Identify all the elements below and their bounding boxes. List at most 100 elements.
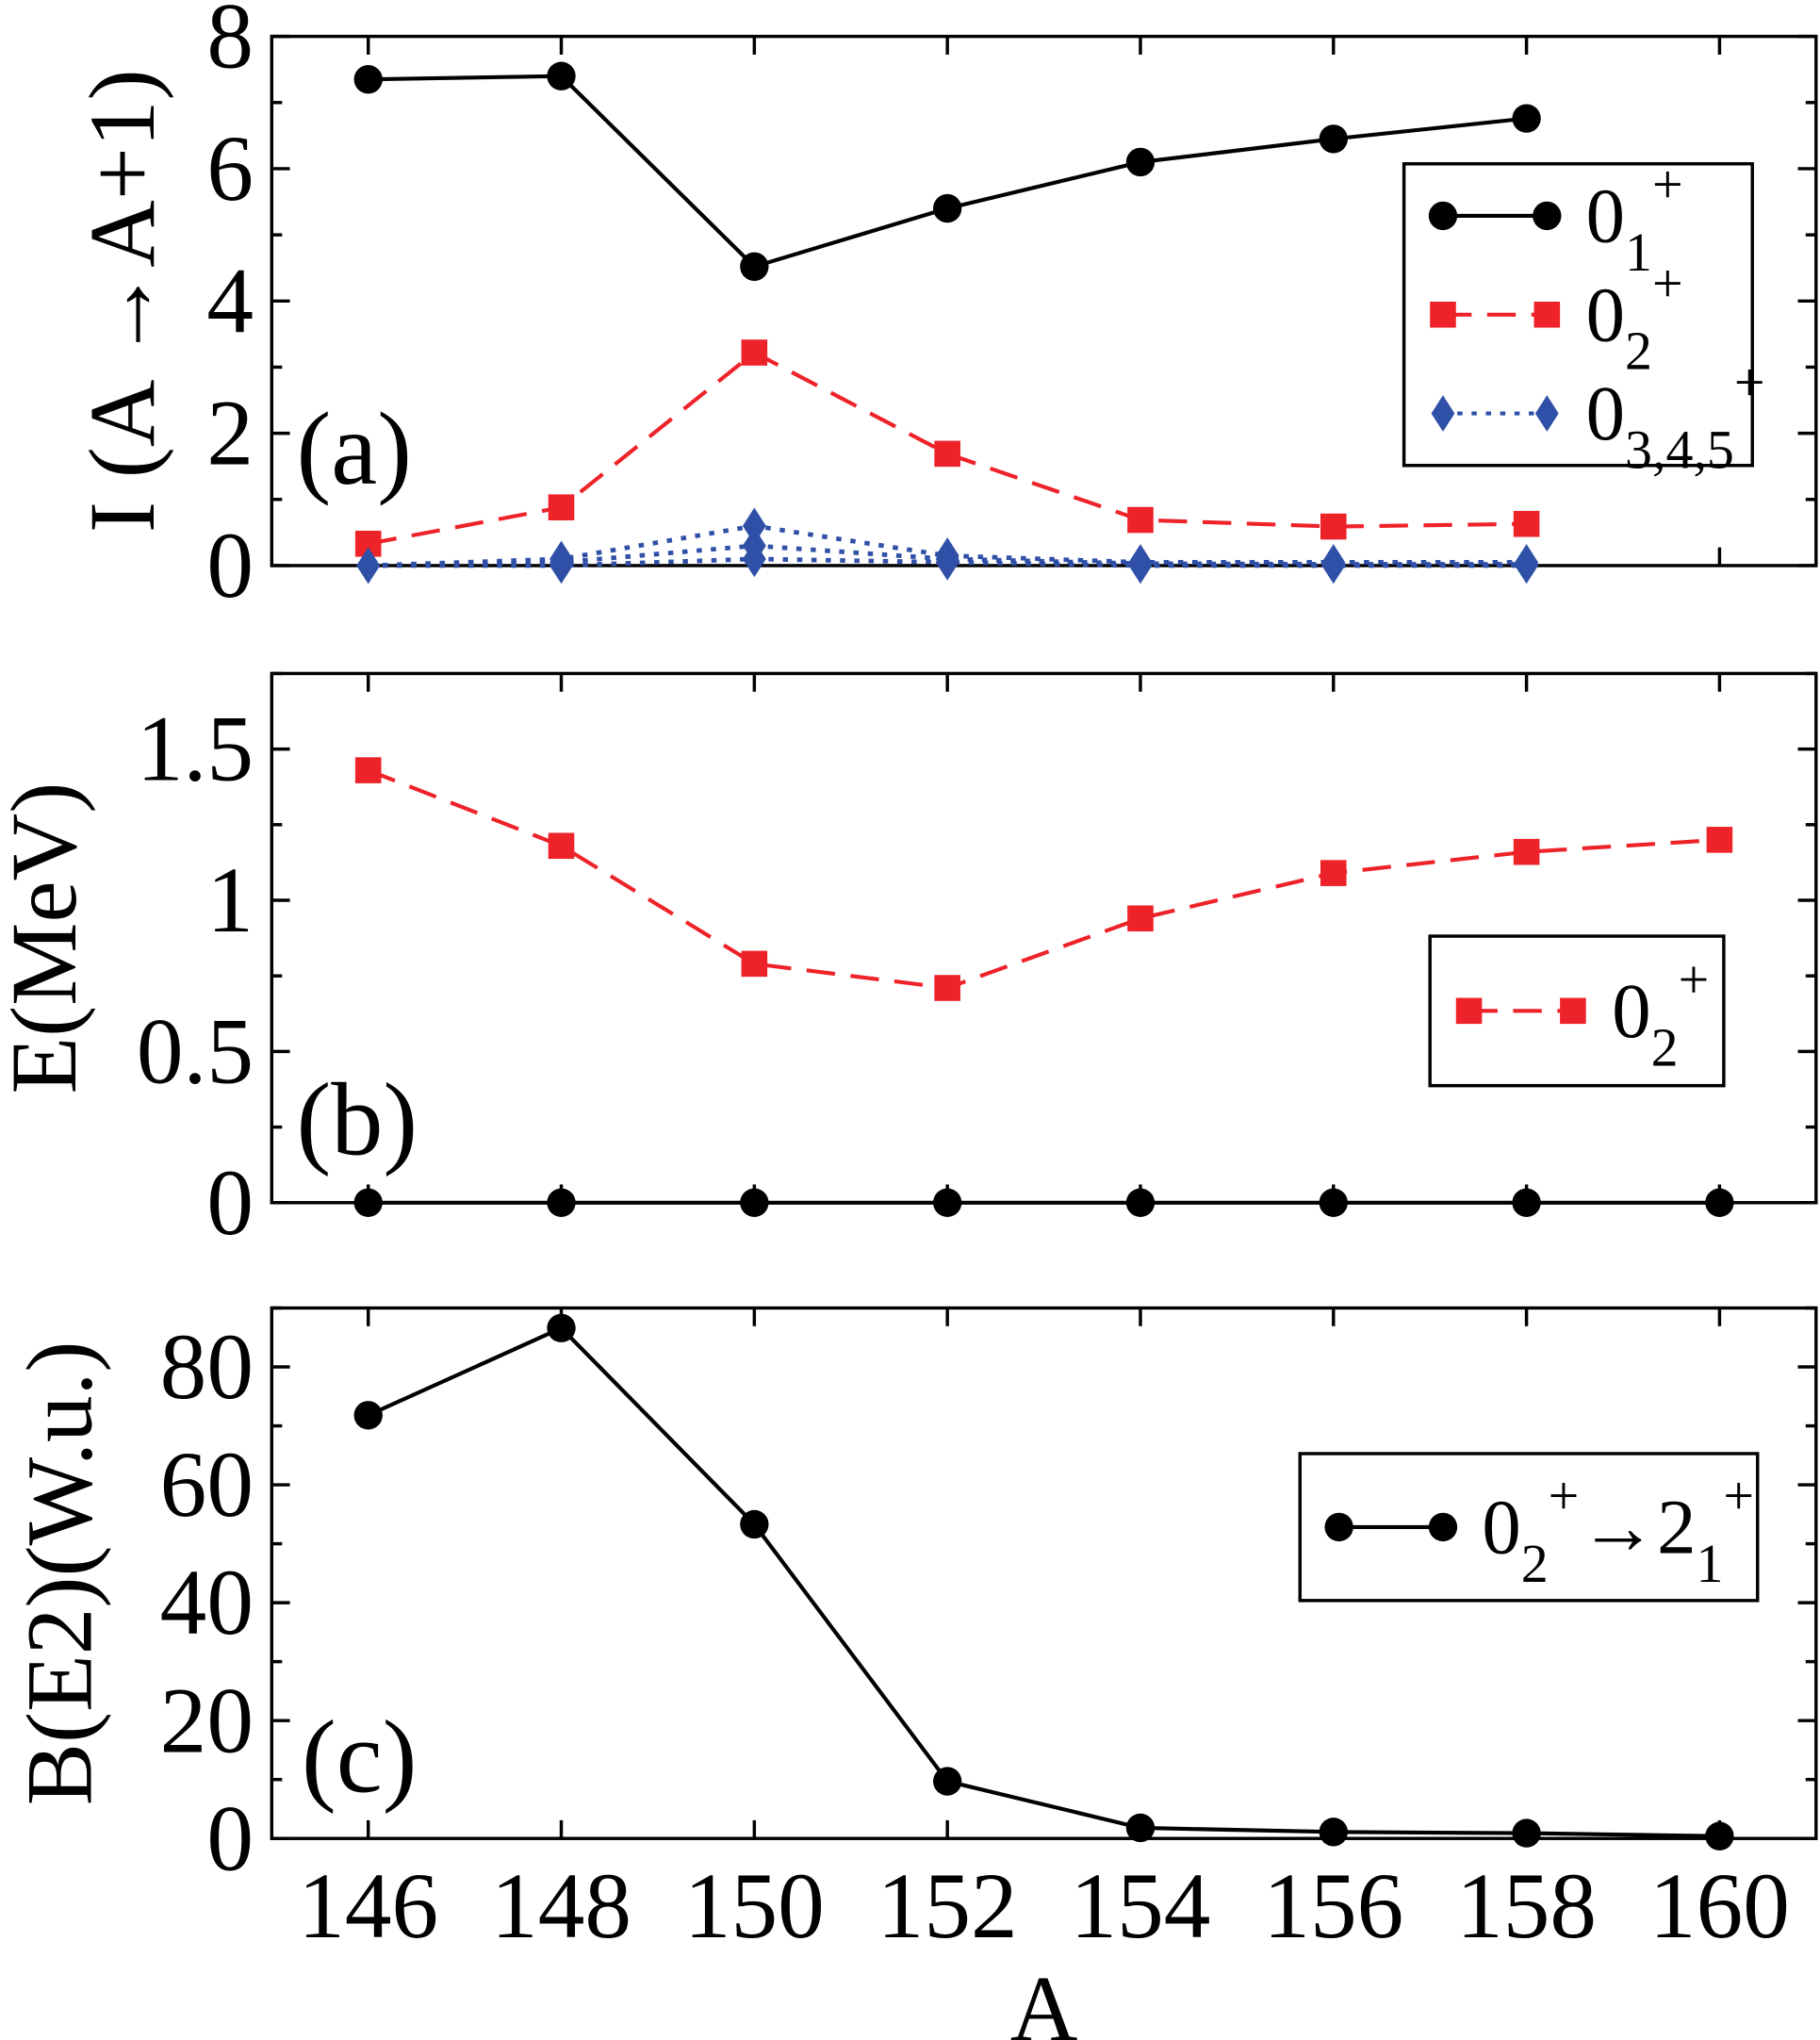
data-point [1515,547,1539,584]
legend-sub2: 1 [1696,1533,1723,1594]
legend-sub: 2 [1625,321,1652,382]
y-tick-label: 1.5 [137,699,254,801]
data-point [932,1188,962,1217]
data-point [1125,1188,1156,1217]
legend-sub: 2 [1651,1016,1679,1078]
data-point [1321,547,1346,584]
y-axis-label: I (A →A+1) [72,69,174,533]
legend-sup: + [1652,253,1683,314]
data-point [1512,104,1541,133]
data-point [549,547,573,584]
y-tick-label: 0 [206,1152,254,1255]
legend-marker [1324,1512,1353,1542]
legend-marker [1428,1512,1458,1542]
data-point [934,975,960,1001]
legend-marker [1430,301,1456,328]
data-point [1705,1188,1734,1217]
y-tick-label: 4 [206,250,254,353]
legend-base: 0 [1612,967,1650,1054]
data-point [547,1313,576,1342]
data-point [1512,1818,1541,1848]
y-tick-label: 0 [206,515,254,617]
data-point [740,252,769,281]
legend-marker [1533,201,1562,231]
legend-base: 0 [1586,271,1625,357]
legend-arrow: → [1579,1483,1657,1570]
series-1 [354,757,1733,1001]
data-point [1127,905,1154,932]
x-tick-label: 160 [1649,1855,1790,1958]
legend-base2: 2 [1657,1483,1696,1570]
x-tick-label: 146 [298,1855,438,1958]
legend-sub: 3,4,5 [1625,420,1734,481]
x-tick-label: 156 [1263,1855,1403,1958]
legend-sup: + [1734,352,1765,413]
data-point [1513,838,1540,865]
data-point [740,1188,769,1217]
data-point [1127,506,1154,534]
legend-sup: + [1652,154,1683,215]
series-line [367,1325,1720,1838]
legend-sub: 1 [1625,222,1652,283]
y-axis-label: B(E2)(W.u.) [9,1341,112,1806]
legend-marker [1428,201,1458,231]
data-point [1320,860,1347,886]
data-point [1125,147,1156,177]
legend-marker [1455,997,1483,1025]
legend-sup: + [1679,949,1710,1011]
data-point [1705,1821,1734,1851]
series-4 [356,540,1539,584]
y-tick-label: 6 [206,118,254,221]
data-point [1319,1188,1348,1217]
data-point [356,547,381,584]
y-axis-label: E(MeV) [0,782,96,1094]
x-tick-label: 150 [684,1855,825,1958]
data-point [932,193,962,223]
series-0 [353,1313,1734,1851]
series-line [368,74,1527,270]
data-point [741,950,768,978]
data-point [934,440,960,468]
series-0 [353,1188,1734,1217]
x-axis-label: A [1010,1958,1078,2040]
data-point [1128,547,1153,584]
data-point [548,494,575,521]
legend: 02+ [1428,934,1726,1088]
panel-label: (b) [297,1062,418,1177]
legend-label: 01+ [1586,154,1683,283]
legend-base: 0 [1482,1483,1520,1570]
y-tick-label: 20 [160,1670,254,1772]
y-tick-label: 40 [160,1552,254,1654]
y-tick-label: 2 [206,383,254,485]
data-point [1513,510,1540,537]
data-point [742,540,766,578]
plot-frame [270,1306,1818,1840]
y-tick-label: 80 [160,1316,254,1419]
data-point [1319,1818,1348,1847]
x-tick-label: 152 [877,1855,1018,1958]
data-point [740,1509,769,1539]
legend-base: 0 [1586,173,1625,259]
y-tick-label: 60 [160,1434,254,1537]
data-point [935,544,959,581]
legend-label: 02+→21+ [1482,1465,1754,1594]
y-tick-label: 0 [206,1787,254,1890]
legend-label: 02+ [1612,949,1709,1078]
data-point [353,1188,383,1217]
data-point [548,832,575,860]
data-point [932,1767,962,1796]
x-tick-label: 154 [1070,1855,1210,1958]
panel-label: (c) [302,1700,417,1815]
data-point [1319,124,1348,154]
data-point [353,65,383,94]
data-point [1125,1813,1156,1843]
legend-marker [1533,301,1561,328]
legend-base: 0 [1586,370,1625,456]
series-line [367,768,1720,991]
data-point [1320,513,1347,540]
legend-box [1298,1452,1760,1603]
y-tick-label: 1 [206,849,254,952]
